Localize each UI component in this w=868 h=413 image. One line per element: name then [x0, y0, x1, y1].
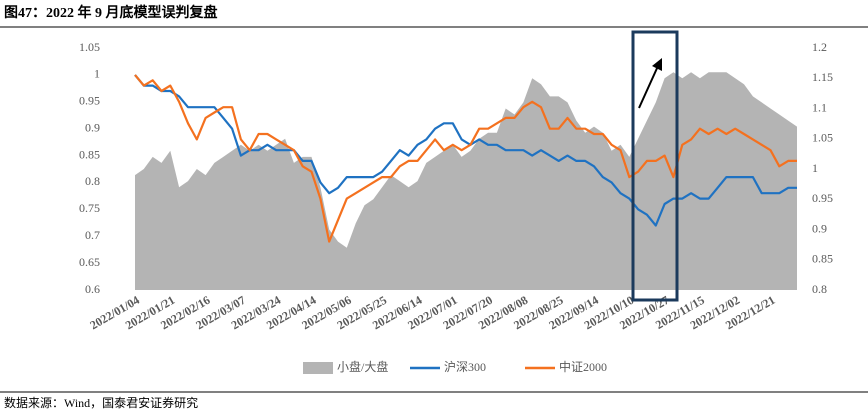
- arrow: [638, 65, 659, 109]
- y2-tick-label: 0.85: [812, 252, 833, 266]
- plot-area: 0.6 0.65 0.7 0.75 0.8 0.85 0.9 0.95 1 1.05 0.8 0.85…: [79, 40, 833, 374]
- legend-label: 小盘/大盘: [337, 359, 388, 374]
- legend-label: 沪深300: [444, 360, 486, 374]
- arrow-head: [652, 58, 662, 71]
- y2-tick-label: 0.9: [812, 221, 827, 235]
- area: [135, 72, 797, 290]
- y-tick-label: 0.7: [85, 228, 100, 242]
- y2-tick-label: 0.95: [812, 191, 833, 205]
- y-tick-label: 0.6: [85, 282, 100, 296]
- y2-tick-label: 1: [812, 161, 818, 175]
- legend-label: 中证2000: [559, 359, 607, 374]
- y2-tick-label: 1.2: [812, 40, 827, 54]
- line: [134, 74, 797, 227]
- y-tick-label: 0.65: [79, 255, 100, 269]
- y2-tick-label: 0.8: [812, 282, 827, 296]
- y-tick-label: 0.9: [85, 120, 100, 134]
- y-tick-label: 1.05: [79, 40, 100, 54]
- y-tick-label: 0.8: [85, 174, 100, 188]
- y2-tick-label: 1.05: [812, 131, 833, 145]
- legend-swatch: [303, 362, 333, 374]
- y2-tick-label: 1.15: [812, 70, 833, 84]
- y-tick-label: 1: [94, 67, 100, 81]
- y-tick-label: 0.75: [79, 201, 100, 215]
- highlight-box: [631, 30, 679, 302]
- chart-title: 图47：2022 年 9 月底模型误判复盘: [4, 4, 218, 21]
- source: 数据来源：Wind，国泰君安证券研究: [4, 395, 198, 410]
- line: [134, 74, 797, 243]
- y2-tick-label: 1.1: [812, 100, 827, 114]
- y-tick-label: 0.85: [79, 147, 100, 161]
- y-tick-label: 0.95: [79, 94, 100, 108]
